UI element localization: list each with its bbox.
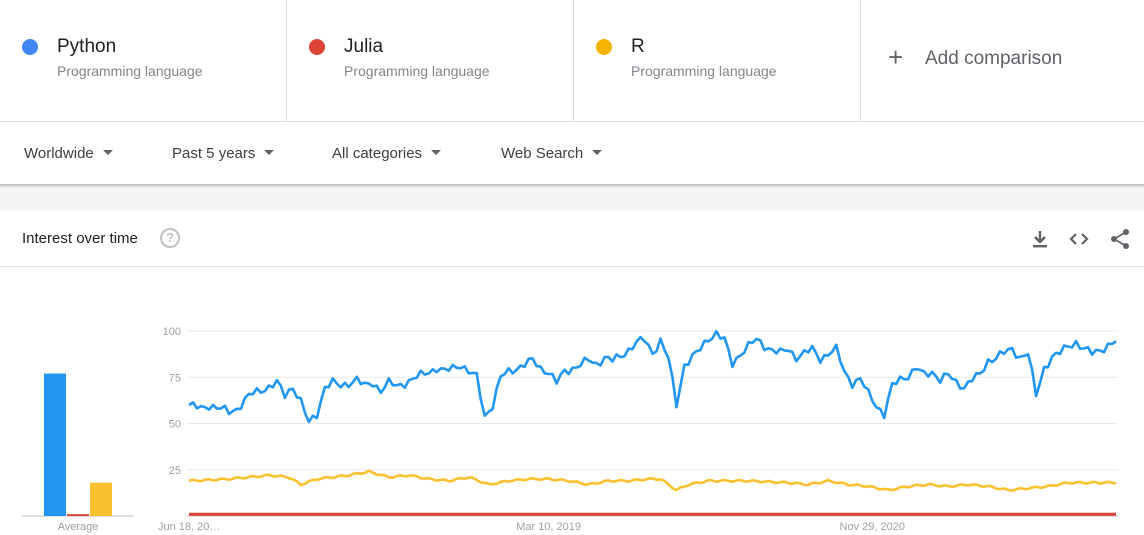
card-title: Interest over time xyxy=(22,230,138,247)
add-comparison-label: Add comparison xyxy=(925,48,1063,69)
average-label: Average xyxy=(58,521,99,533)
time-range-dropdown[interactable]: Past 5 years xyxy=(172,145,275,162)
help-icon[interactable]: ? xyxy=(160,228,180,248)
category-label: All categories xyxy=(332,145,423,162)
julia-color-dot xyxy=(309,39,325,55)
series-line-python xyxy=(188,330,1117,424)
interest-chart: 25 50 75 100 Average Jun 18, 20… Mar 10, 201… xyxy=(22,326,1118,533)
x-axis-ticks: Jun 18, 20… Mar 10, 2019 Nov 29, 2020 xyxy=(158,521,905,533)
add-comparison-button[interactable]: + Add comparison xyxy=(861,0,1144,122)
search-type-dropdown[interactable]: Web Search xyxy=(501,145,603,162)
category-dropdown[interactable]: All categories xyxy=(332,145,442,162)
average-bar-r xyxy=(90,482,112,516)
caret-down-icon xyxy=(264,150,275,155)
x-tick-label: Nov 29, 2020 xyxy=(840,521,905,533)
term-name: Julia xyxy=(344,36,384,57)
plus-icon: + xyxy=(888,42,904,72)
chart-gridlines xyxy=(187,330,1118,517)
region-label: Worldwide xyxy=(24,145,94,162)
term-type: Programming language xyxy=(631,63,777,79)
search-type-label: Web Search xyxy=(501,145,584,162)
term-name: Python xyxy=(57,36,117,57)
y-tick-label: 100 xyxy=(163,326,181,338)
share-icon[interactable] xyxy=(1108,227,1132,251)
term-type: Programming language xyxy=(344,63,490,79)
term-type: Programming language xyxy=(57,63,203,79)
download-icon[interactable] xyxy=(1028,227,1052,251)
r-color-dot xyxy=(596,39,612,55)
section-gap xyxy=(0,188,1144,211)
y-tick-label: 25 xyxy=(169,465,181,477)
average-bars: Average xyxy=(22,373,134,533)
embed-icon[interactable] xyxy=(1067,227,1091,251)
interest-over-time-header: Interest over time ? xyxy=(0,211,1144,267)
series-lines xyxy=(188,330,1117,516)
region-dropdown[interactable]: Worldwide xyxy=(24,145,113,162)
python-color-dot xyxy=(22,39,38,55)
caret-down-icon xyxy=(102,150,113,155)
term-name: R xyxy=(631,36,645,57)
time-range-label: Past 5 years xyxy=(172,145,256,162)
term-r[interactable]: R Programming language xyxy=(574,0,861,122)
average-bar-python xyxy=(44,373,66,516)
y-tick-label: 50 xyxy=(169,419,181,431)
term-julia[interactable]: Julia Programming language xyxy=(287,0,574,122)
x-tick-label: Jun 18, 20… xyxy=(158,521,220,533)
caret-down-icon xyxy=(592,150,603,155)
comparison-terms-bar: Python Programming language Julia Progra… xyxy=(0,0,1144,122)
y-tick-label: 75 xyxy=(169,372,181,384)
term-python[interactable]: Python Programming language xyxy=(0,0,287,122)
average-bar-julia xyxy=(67,514,89,516)
series-line-r xyxy=(188,469,1117,492)
y-axis-ticks: 25 50 75 100 xyxy=(163,326,181,477)
x-tick-label: Mar 10, 2019 xyxy=(516,521,581,533)
filter-bar: Worldwide Past 5 years All categories We… xyxy=(0,122,1144,186)
caret-down-icon xyxy=(431,150,442,155)
